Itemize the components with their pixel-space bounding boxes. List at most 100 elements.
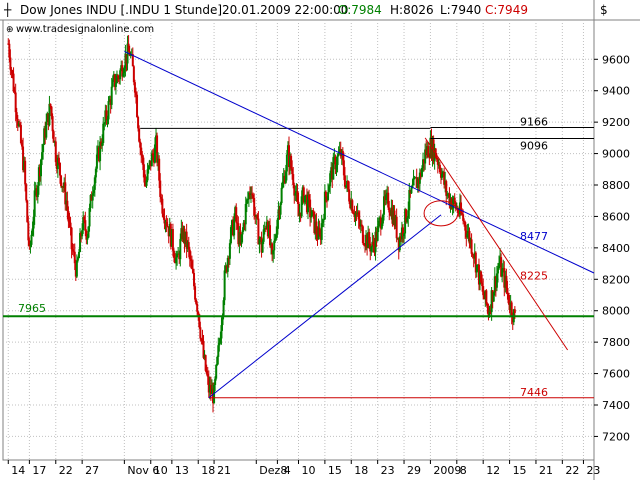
candle-body	[60, 175, 63, 187]
x-tick-label: 18	[354, 464, 368, 477]
candle-body	[171, 229, 174, 251]
candle-body	[370, 246, 373, 252]
candle-body	[375, 231, 378, 241]
x-tick-label: 18	[201, 464, 215, 477]
candle-body	[152, 155, 155, 163]
candle-body	[414, 177, 417, 179]
candle-body	[358, 219, 361, 227]
candle-body	[238, 232, 241, 245]
candle-body	[196, 303, 199, 312]
trendline-label: 8225	[520, 269, 548, 282]
candle-body	[505, 275, 508, 288]
candle-body	[16, 118, 19, 126]
candle-body	[374, 231, 377, 253]
candle-body	[214, 378, 217, 385]
y-tick-label: 7200	[602, 430, 630, 443]
candle-body	[506, 287, 509, 293]
candle-body	[357, 212, 360, 220]
candle-body	[475, 264, 478, 273]
candle-body	[449, 198, 452, 206]
candle-body	[453, 197, 456, 203]
level-9096-label: 9096	[520, 139, 548, 152]
candle-body	[56, 157, 59, 170]
candle-body	[183, 228, 186, 244]
candle-body	[484, 290, 487, 300]
candle-body	[502, 268, 505, 270]
candle-body	[321, 219, 324, 224]
candle-body	[32, 216, 35, 229]
candle-body	[72, 251, 75, 253]
candle-body	[142, 157, 145, 171]
candle-body	[133, 82, 136, 93]
candle-body	[479, 271, 482, 285]
candle-body	[188, 249, 191, 260]
candle-body	[389, 212, 392, 216]
candle-body	[258, 239, 261, 245]
candle-body	[334, 156, 337, 170]
candle-body	[220, 325, 223, 339]
candle-body	[372, 241, 375, 246]
candle-body	[259, 237, 262, 240]
candle-body	[149, 160, 152, 167]
x-tick-label: 2009	[433, 464, 461, 477]
candle-body	[71, 249, 74, 252]
candle-body	[441, 173, 444, 178]
candle-body	[253, 198, 256, 216]
candle-body	[445, 181, 448, 196]
candle-body	[174, 257, 177, 264]
candle-body	[329, 173, 332, 187]
candle-body	[291, 168, 294, 175]
candle-body	[20, 143, 23, 147]
candle-body	[201, 338, 204, 341]
candle-body	[208, 385, 211, 393]
candle-body	[98, 147, 101, 162]
candle-body	[65, 200, 68, 205]
candle-body	[185, 231, 188, 249]
candle-body	[88, 207, 91, 227]
candle-body	[360, 224, 363, 227]
candle-body	[242, 222, 245, 231]
candle-body	[343, 175, 346, 187]
candle-body	[17, 123, 20, 126]
x-tick-label: 27	[85, 464, 99, 477]
candle-body	[100, 141, 103, 146]
candle-body	[159, 180, 162, 197]
candle-body	[341, 150, 344, 161]
candle-body	[190, 261, 193, 269]
candle-body	[361, 226, 364, 244]
candle-body	[325, 196, 328, 200]
candle-body	[265, 221, 268, 229]
candle-body	[302, 187, 305, 203]
candle-body	[50, 106, 53, 117]
candle-body	[27, 222, 30, 241]
candle-body	[45, 121, 48, 138]
candle-body	[24, 160, 27, 185]
candle-body	[471, 253, 474, 256]
candle-body	[186, 242, 189, 249]
candle-body	[260, 237, 263, 253]
candle-body	[510, 302, 513, 317]
candle-body	[498, 263, 501, 269]
high-value: H:8026	[390, 3, 434, 17]
candle-body	[93, 177, 96, 190]
x-tick-label: 12	[486, 464, 500, 477]
candle-body	[80, 233, 83, 237]
candle-body	[199, 327, 202, 339]
candle-body	[313, 211, 316, 233]
x-tick-label: 15	[328, 464, 342, 477]
x-tick-label: 22	[565, 464, 579, 477]
candle-body	[427, 146, 430, 158]
candle-body	[267, 225, 270, 237]
candle-body	[353, 213, 356, 218]
candle-body	[9, 57, 12, 70]
candle-body	[294, 193, 297, 196]
candle-body	[114, 83, 117, 87]
candle-body	[405, 209, 408, 222]
candle-body	[464, 222, 467, 231]
candle-body	[67, 211, 70, 222]
candle-body	[429, 137, 432, 158]
x-tick-label: 10	[302, 464, 316, 477]
candle-body	[146, 169, 149, 181]
candle-body	[132, 66, 135, 83]
candle-body	[494, 276, 497, 288]
